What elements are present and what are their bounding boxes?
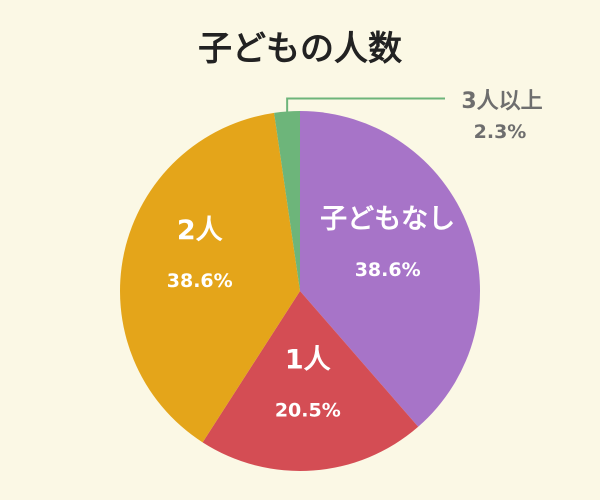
chart-title: 子どもの人数 bbox=[198, 29, 402, 69]
slice-label-0: 子どもなし bbox=[320, 204, 455, 235]
pie-slices bbox=[120, 111, 481, 471]
slice-value-0: 38.6% bbox=[355, 259, 421, 281]
leader-line bbox=[286, 97, 445, 114]
pie-slice-0 bbox=[300, 111, 481, 427]
slice-label-1: 1人 bbox=[285, 345, 331, 376]
pie-slice-3 bbox=[274, 111, 300, 291]
pie-slice-1 bbox=[202, 291, 419, 471]
slice-value-2: 38.6% bbox=[167, 270, 233, 292]
slice-label-3: 3人以上 bbox=[461, 89, 542, 114]
slice-value-1: 20.5% bbox=[275, 400, 341, 422]
pie-labels: 子どもなし 38.6% 1人 20.5% 2人 38.6% 3人以上 2.3% bbox=[167, 89, 543, 422]
pie-slice-2 bbox=[120, 112, 300, 443]
slice-label-2: 2人 bbox=[177, 215, 223, 246]
slice-value-3: 2.3% bbox=[474, 121, 527, 143]
